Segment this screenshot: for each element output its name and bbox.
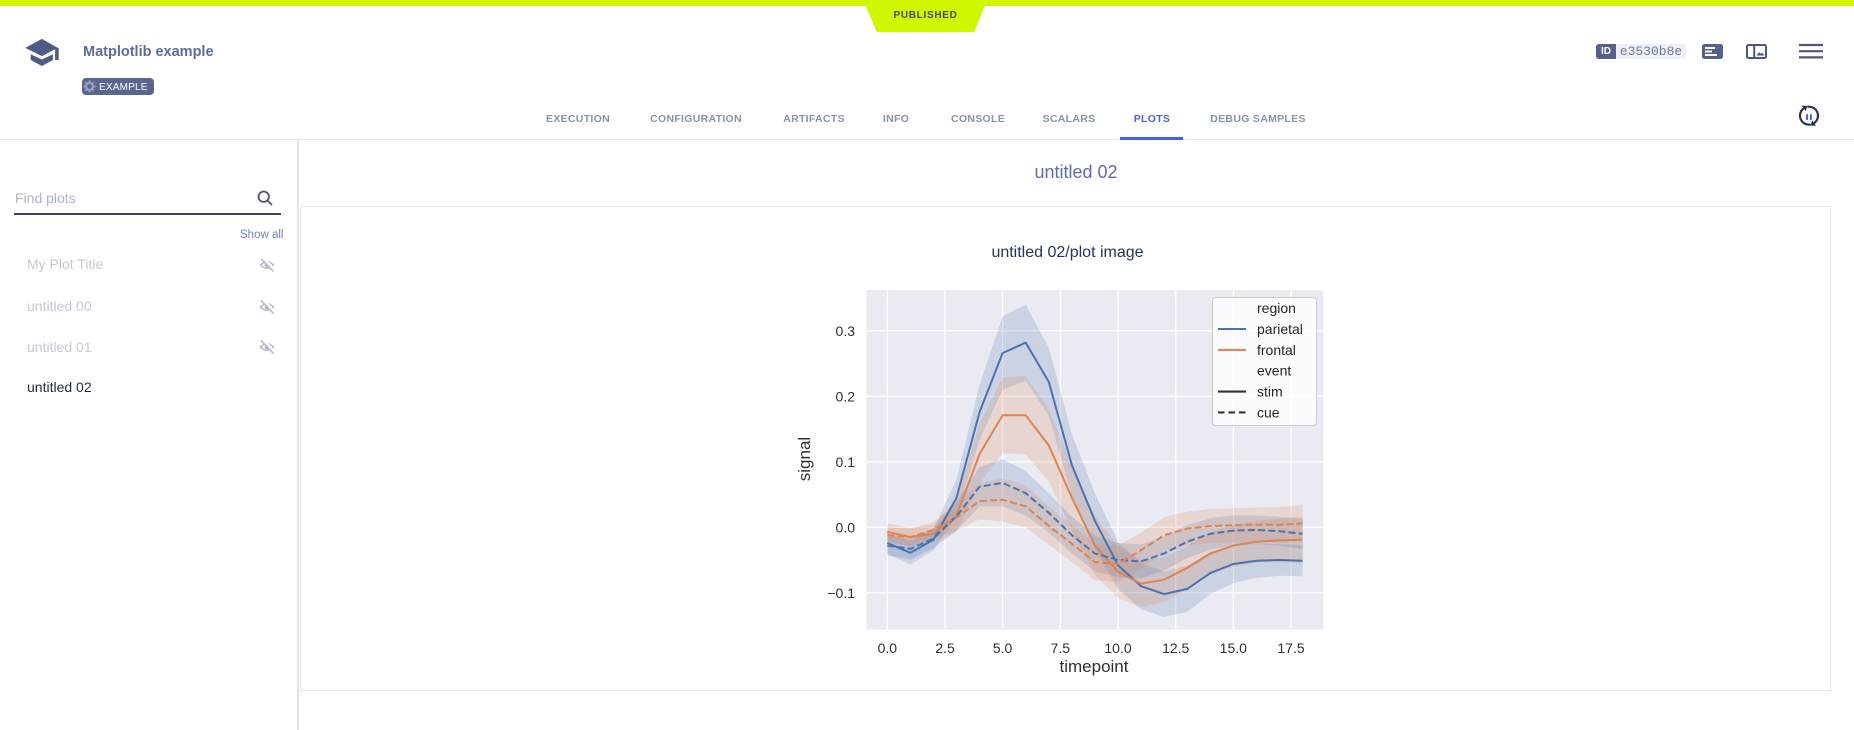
svg-text:0.2: 0.2: [836, 388, 856, 404]
svg-text:0.0: 0.0: [836, 519, 856, 535]
svg-text:0.3: 0.3: [836, 323, 856, 339]
svg-text:cue: cue: [1257, 404, 1280, 420]
svg-text:timepoint: timepoint: [1060, 657, 1129, 676]
svg-text:10.0: 10.0: [1104, 640, 1131, 656]
svg-text:5.0: 5.0: [993, 640, 1013, 656]
svg-text:stim: stim: [1257, 384, 1283, 400]
svg-text:15.0: 15.0: [1220, 640, 1247, 656]
svg-text:−0.1: −0.1: [827, 585, 855, 601]
svg-text:frontal: frontal: [1257, 342, 1296, 358]
svg-text:parietal: parietal: [1257, 321, 1303, 337]
svg-text:signal: signal: [795, 437, 814, 481]
svg-text:12.5: 12.5: [1162, 640, 1189, 656]
svg-text:2.5: 2.5: [935, 640, 955, 656]
svg-text:event: event: [1257, 363, 1291, 379]
svg-text:0.1: 0.1: [836, 454, 856, 470]
svg-text:0.0: 0.0: [878, 640, 898, 656]
svg-text:region: region: [1257, 300, 1296, 316]
svg-text:17.5: 17.5: [1277, 640, 1304, 656]
svg-text:7.5: 7.5: [1051, 640, 1071, 656]
